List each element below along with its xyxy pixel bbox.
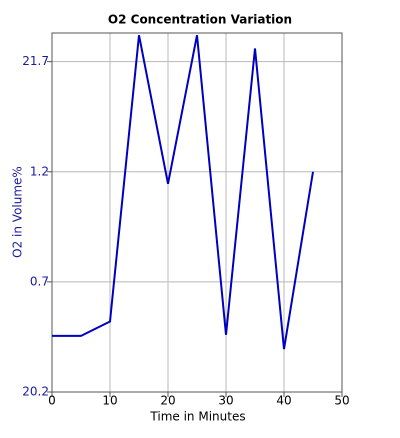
x-tick-label: 10 — [102, 394, 117, 408]
x-tick-label: 20 — [160, 394, 175, 408]
x-tick-label: 0 — [48, 394, 56, 408]
y-axis-label: O2 in Volume% — [11, 166, 25, 258]
x-tick-label: 50 — [334, 394, 349, 408]
chart-title: O2 Concentration Variation — [108, 13, 292, 27]
plot-frame — [51, 32, 343, 393]
data-line — [52, 35, 314, 350]
x-axis-label: Time in Minutes — [149, 410, 245, 424]
y-tick-label: 20.2 — [22, 385, 49, 399]
y-tick-label: 1.2 — [30, 164, 49, 178]
x-tick-label: 40 — [276, 394, 291, 408]
y-tick-label: 21.7 — [22, 54, 49, 68]
x-tick-label: 30 — [218, 394, 233, 408]
y-tick-label: 0.7 — [30, 274, 49, 288]
